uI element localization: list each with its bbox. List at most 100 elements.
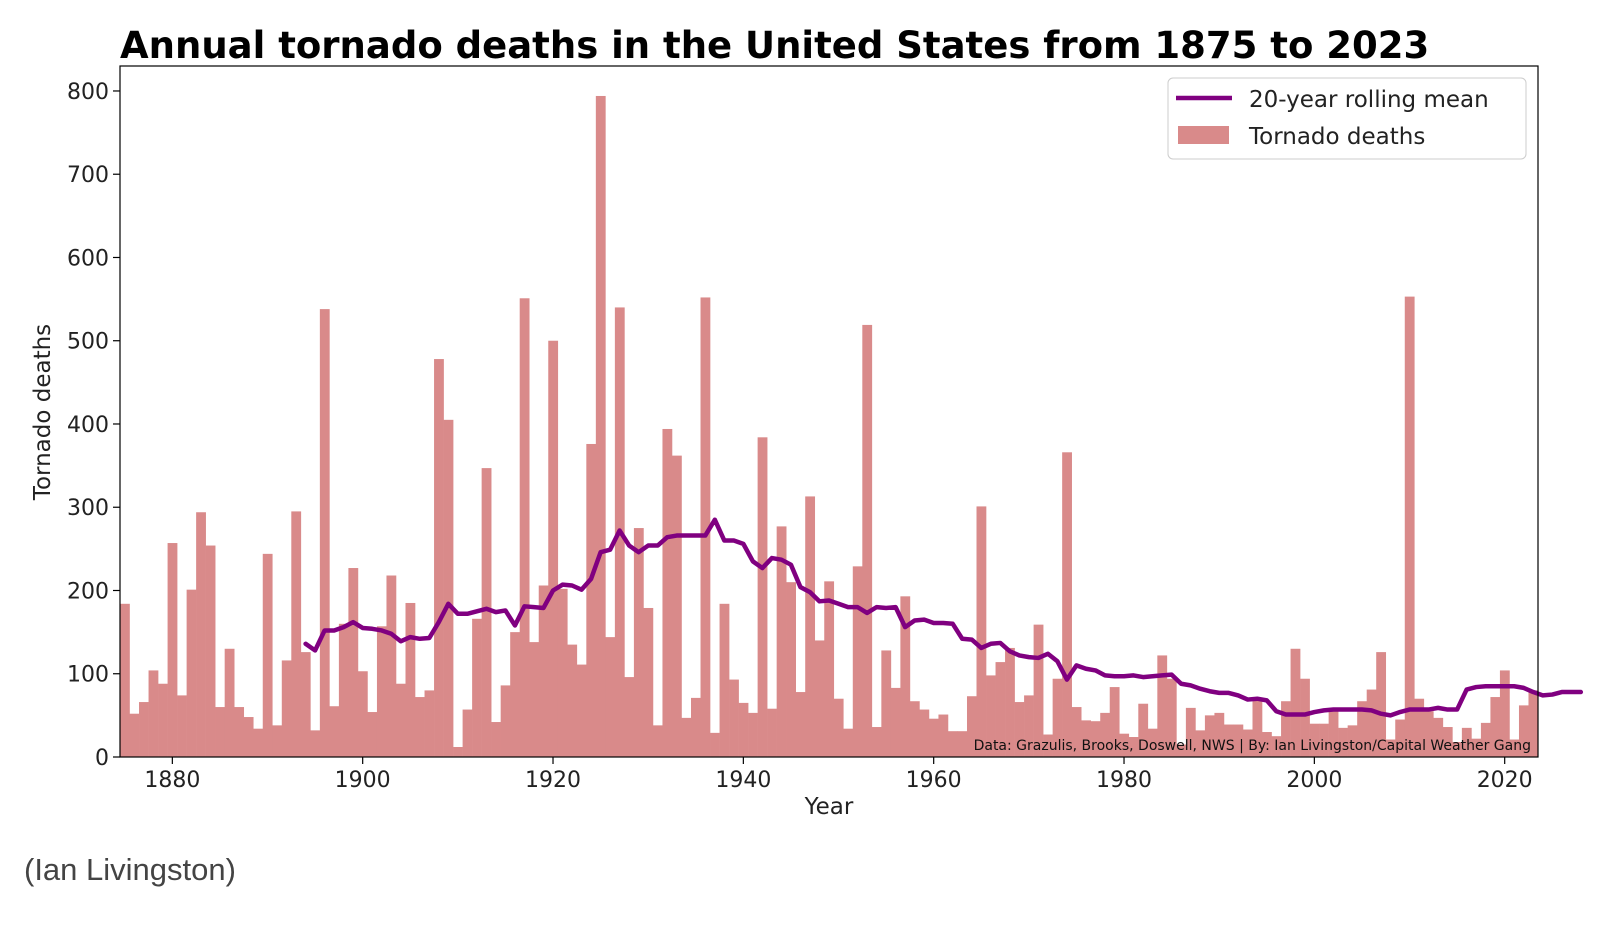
bar-1885 — [215, 707, 225, 757]
x-tick-label: 1980 — [1096, 768, 1152, 793]
bar-1904 — [395, 683, 406, 757]
bar-1922 — [567, 644, 578, 757]
bar-1929 — [633, 528, 644, 757]
bar-2006 — [1366, 689, 1377, 757]
bar-1963 — [957, 731, 968, 757]
bar-1883 — [196, 512, 206, 757]
bar-1894 — [300, 652, 311, 757]
bar-2017 — [1471, 738, 1482, 757]
bar-1960 — [928, 718, 939, 757]
x-axis: 1880 1900 1920 1940 1960 1980 2000 2020 — [144, 757, 1533, 793]
bar-2000 — [1309, 723, 1320, 757]
bar-1910 — [453, 747, 463, 757]
bar-1915 — [500, 685, 511, 757]
bar-1972 — [1043, 734, 1053, 757]
bar-1955 — [881, 650, 892, 757]
bar-1942 — [757, 437, 768, 757]
bar-1903 — [386, 575, 397, 757]
bar-1886 — [224, 648, 235, 757]
bar-1935 — [691, 697, 701, 757]
bar-1968 — [1005, 647, 1015, 757]
y-tick-label: 200 — [67, 579, 109, 604]
bar-1888 — [243, 717, 254, 757]
bar-1939 — [729, 679, 739, 757]
bar-2012 — [1423, 711, 1434, 757]
bar-1911 — [462, 709, 473, 757]
x-axis-label: Year — [804, 794, 854, 820]
bar-1978 — [1100, 712, 1111, 757]
bar-2001 — [1319, 723, 1329, 757]
bar-2018 — [1480, 722, 1491, 757]
bar-1975 — [1071, 707, 1082, 757]
bar-1905 — [405, 602, 416, 757]
rolling-mean-layer — [303, 517, 1584, 718]
legend-line-label: 20-year rolling mean — [1249, 87, 1489, 113]
x-tick-label: 1940 — [715, 768, 771, 793]
bar-1891 — [272, 725, 283, 757]
bar-1945 — [786, 582, 796, 757]
bars-layer — [120, 95, 1539, 758]
bar-1940 — [738, 702, 749, 757]
bar-1946 — [795, 692, 806, 757]
bar-1948 — [814, 640, 825, 757]
bar-1920 — [548, 340, 559, 757]
bar-1936 — [700, 297, 711, 757]
bar-1956 — [890, 687, 901, 757]
bar-1992 — [1233, 724, 1244, 757]
bar-1933 — [671, 455, 682, 757]
bar-1918 — [529, 642, 540, 757]
bar-1965 — [976, 506, 987, 757]
bar-1923 — [576, 664, 587, 757]
bar-1985 — [1166, 678, 1177, 757]
bar-1898 — [338, 623, 349, 757]
bar-1990 — [1214, 712, 1225, 757]
bar-2014 — [1442, 727, 1453, 757]
bar-1959 — [919, 709, 930, 757]
bar-1976 — [1081, 720, 1092, 757]
bar-1930 — [643, 607, 654, 757]
y-tick-label: 800 — [67, 80, 109, 105]
bar-1890 — [262, 553, 273, 757]
bar-1908 — [434, 359, 444, 757]
bar-1917 — [519, 298, 530, 757]
bar-1892 — [281, 660, 292, 757]
bar-1884 — [205, 545, 216, 757]
x-tick-label: 1920 — [525, 768, 581, 793]
bar-2003 — [1338, 727, 1348, 757]
bar-1979 — [1109, 687, 1120, 757]
bar-1881 — [177, 695, 187, 757]
bar-1969 — [1014, 702, 1025, 757]
y-tick-label: 600 — [67, 246, 109, 271]
bar-1950 — [833, 698, 844, 757]
bar-1876 — [129, 713, 140, 757]
bar-1953 — [862, 324, 873, 757]
chart-title: Annual tornado deaths in the United Stat… — [120, 24, 1429, 67]
bar-2009 — [1395, 719, 1406, 757]
bar-1941 — [748, 712, 758, 757]
bar-1889 — [253, 728, 264, 757]
y-tick-label: 300 — [67, 496, 109, 521]
bar-1931 — [652, 725, 663, 757]
bar-1926 — [605, 637, 616, 757]
bar-1973 — [1052, 678, 1063, 757]
bar-2011 — [1414, 698, 1425, 757]
bar-1989 — [1204, 715, 1215, 757]
bar-2016 — [1461, 727, 1472, 757]
bar-1934 — [681, 717, 692, 757]
source-annotation: Data: Grazulis, Brooks, Doswell, NWS | B… — [974, 738, 1531, 754]
bar-1906 — [415, 697, 425, 757]
bar-1967 — [995, 662, 1006, 757]
bar-1971 — [1033, 624, 1044, 757]
bar-1977 — [1090, 721, 1101, 757]
bar-1928 — [624, 677, 635, 757]
bar-1879 — [158, 683, 168, 757]
bar-1882 — [186, 589, 197, 757]
bar-1974 — [1062, 452, 1072, 757]
bar-1901 — [367, 712, 378, 757]
bar-1951 — [843, 728, 854, 757]
bar-1947 — [805, 496, 816, 757]
bar-1981 — [1128, 737, 1139, 757]
bar-1994 — [1252, 699, 1263, 757]
bar-2021 — [1509, 739, 1520, 757]
bar-1895 — [310, 730, 321, 757]
